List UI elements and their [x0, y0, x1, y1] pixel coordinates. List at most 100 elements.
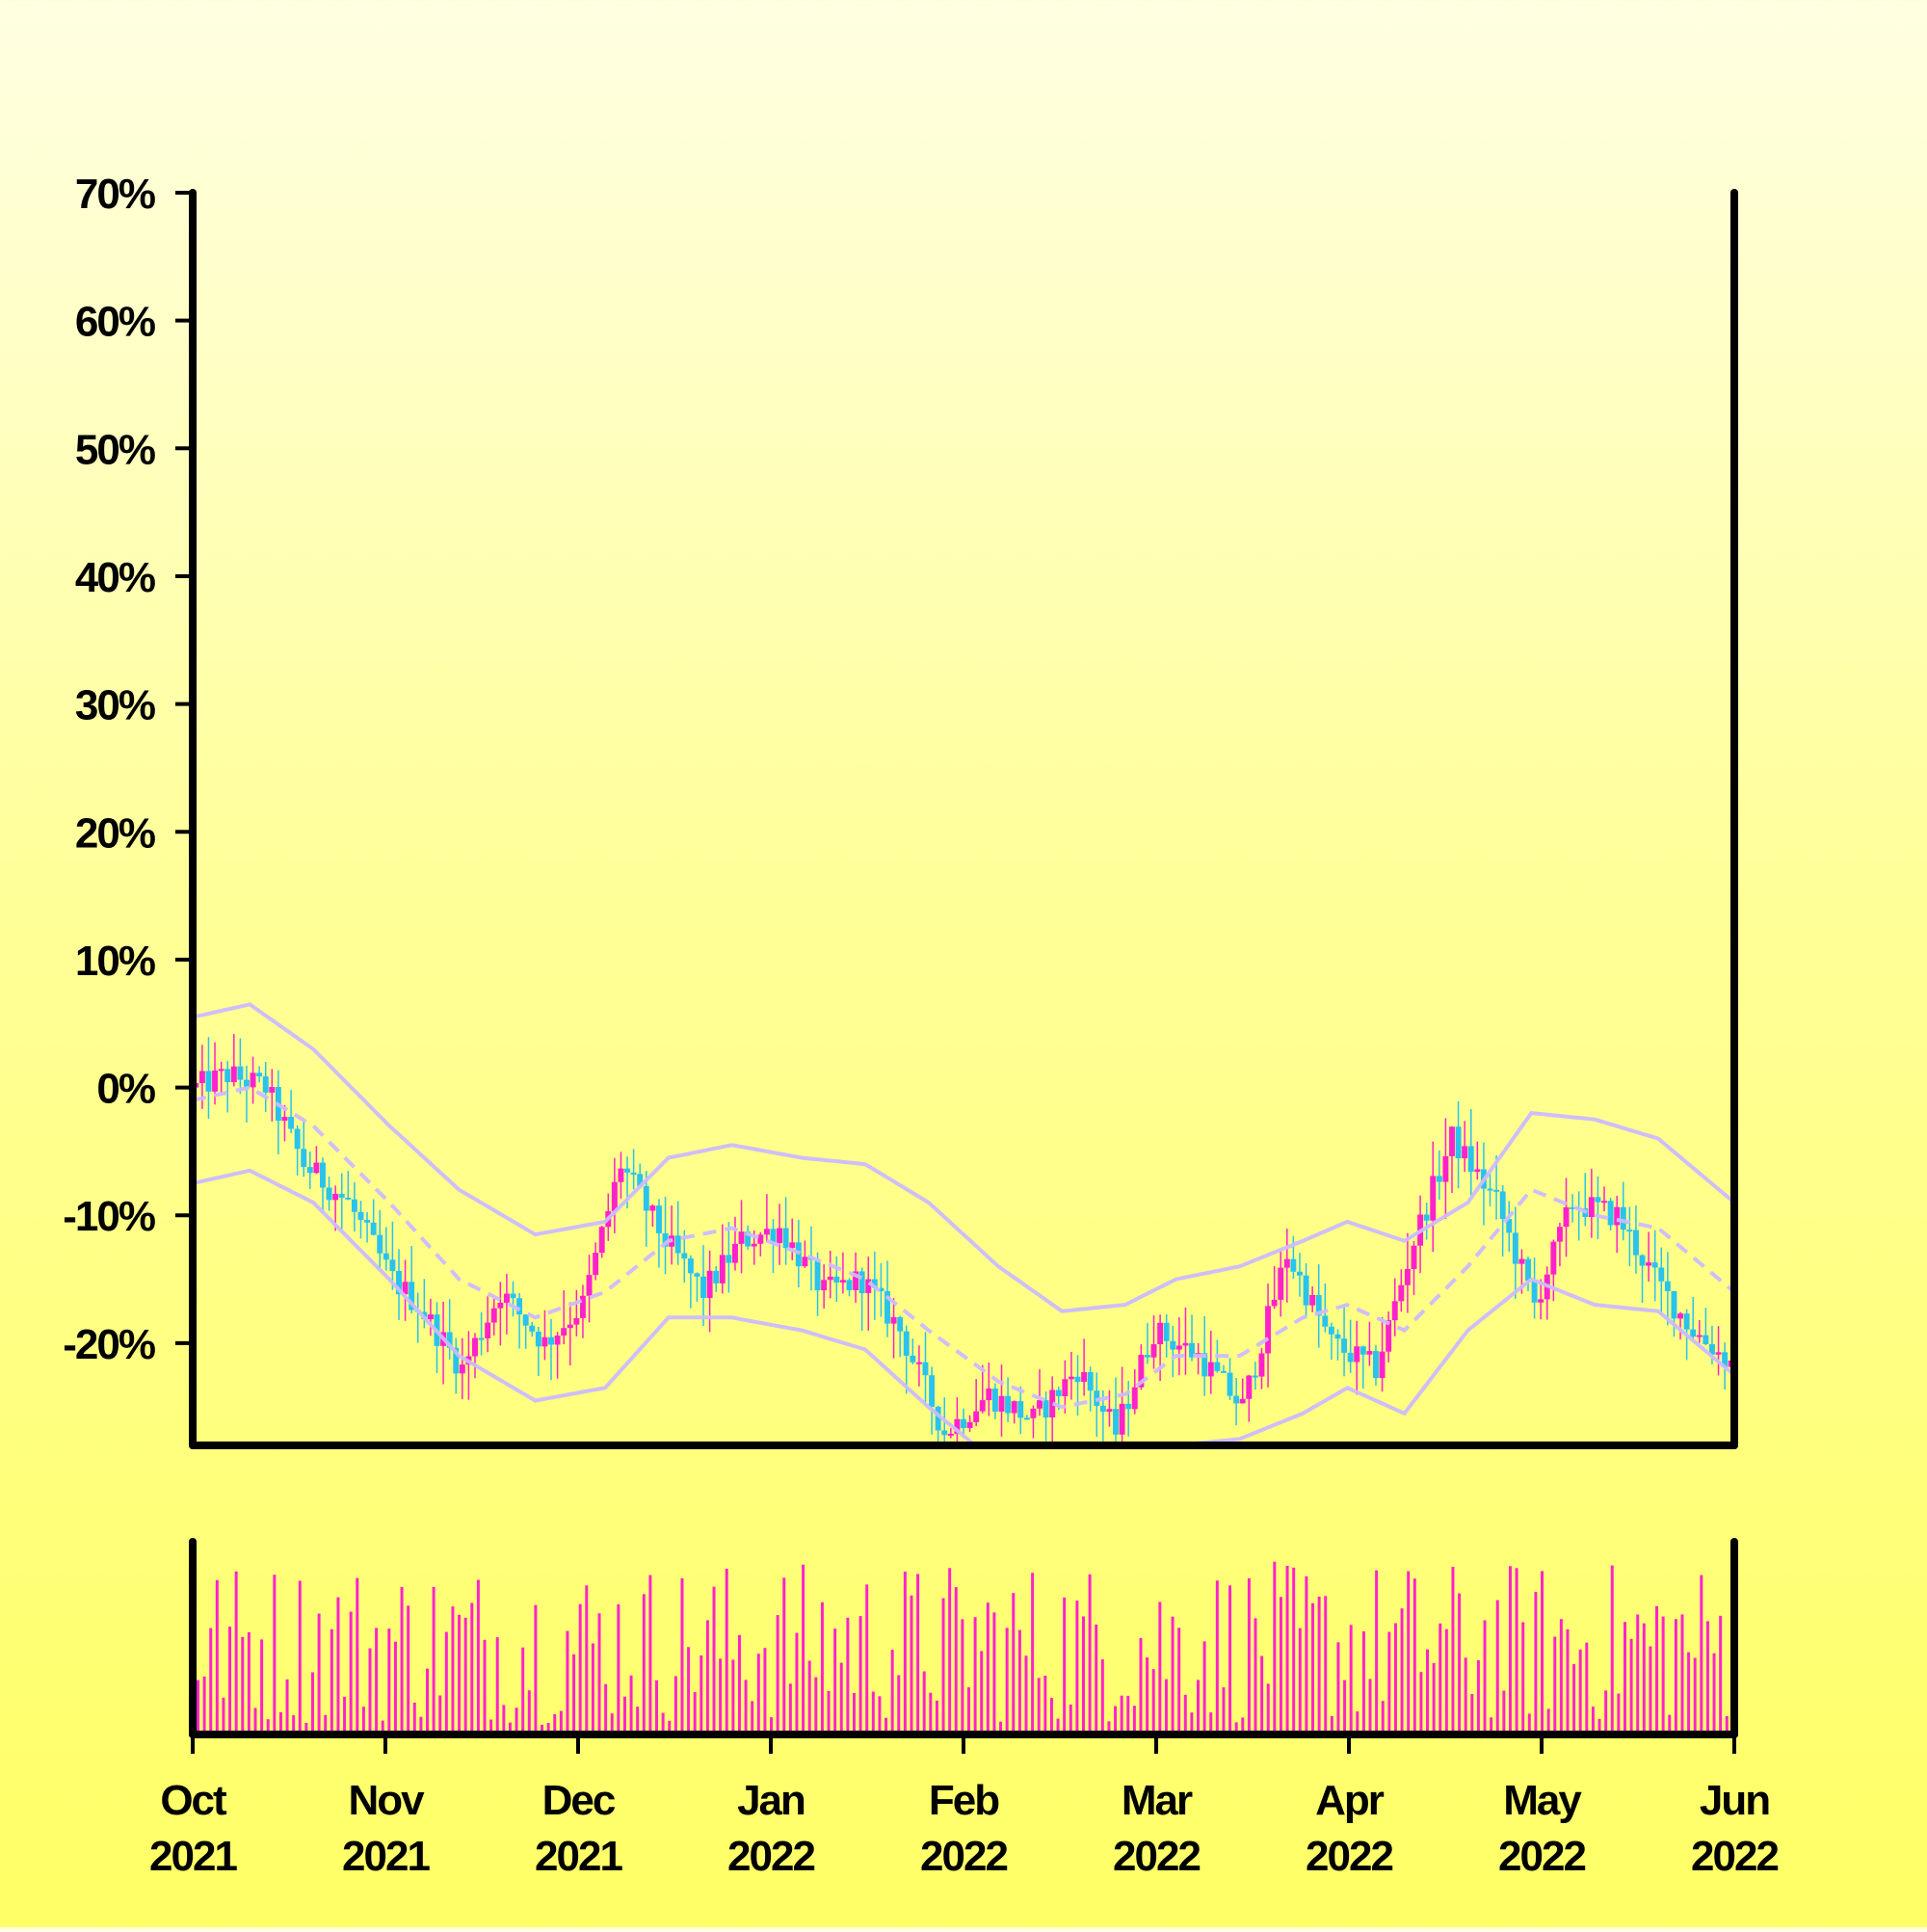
candle: [1246, 1374, 1253, 1422]
candle-body: [1373, 1351, 1379, 1379]
candle-body: [567, 1324, 573, 1329]
volume-bar: [330, 1628, 333, 1734]
volume-bar: [1215, 1580, 1219, 1734]
candle-body: [1347, 1352, 1354, 1363]
candle: [548, 1318, 554, 1381]
candle-body: [1570, 1206, 1576, 1209]
candle: [396, 1249, 402, 1321]
candle-body: [1081, 1371, 1088, 1383]
candle: [1436, 1150, 1442, 1201]
candle-body: [1506, 1219, 1513, 1233]
volume-bar: [890, 1650, 894, 1734]
candle: [1303, 1262, 1309, 1318]
candle: [1043, 1391, 1049, 1442]
candle: [865, 1257, 872, 1331]
volume-bar: [1069, 1704, 1072, 1734]
volume-bar: [1088, 1574, 1092, 1734]
x-tick-year-label: 2021: [149, 1833, 237, 1880]
volume-bar: [1578, 1649, 1582, 1734]
volume-bar: [1049, 1698, 1053, 1734]
candle: [853, 1252, 859, 1303]
candle: [1265, 1284, 1272, 1388]
volume-bar: [1649, 1646, 1652, 1734]
candle-body: [396, 1271, 402, 1295]
candle-body: [941, 1430, 948, 1436]
volume-bar: [247, 1631, 251, 1734]
candle-body: [1278, 1267, 1284, 1300]
volume-bar: [1330, 1715, 1333, 1734]
candle-body: [320, 1162, 326, 1188]
x-tick-month-label: Feb: [929, 1777, 999, 1824]
volume-bar: [444, 1631, 448, 1734]
candle-body: [269, 1087, 276, 1093]
volume-bar: [317, 1613, 321, 1734]
volume-bar: [1623, 1622, 1626, 1734]
candle-body: [1106, 1409, 1113, 1413]
candle: [1423, 1203, 1430, 1240]
candle-body: [1359, 1346, 1366, 1355]
volume-bar: [871, 1691, 875, 1734]
candle: [561, 1290, 568, 1345]
volume-bar: [655, 1680, 659, 1734]
y-tick-label: 10%: [75, 938, 155, 985]
candle-body: [205, 1071, 212, 1092]
candle-body: [827, 1276, 833, 1281]
candle: [1449, 1125, 1455, 1194]
x-tick-year-label: 2022: [1498, 1833, 1585, 1880]
volume-bar: [1629, 1638, 1633, 1734]
candle-body: [383, 1253, 389, 1260]
candle: [700, 1245, 707, 1327]
candle: [1271, 1265, 1278, 1310]
volume-bar: [502, 1705, 506, 1734]
volume-bar: [1412, 1578, 1416, 1734]
volume-bar: [546, 1722, 550, 1734]
candle-body: [935, 1406, 941, 1431]
candle-body: [687, 1258, 694, 1274]
candle: [1430, 1141, 1437, 1253]
candle-body: [1334, 1334, 1341, 1339]
candle: [1632, 1205, 1639, 1274]
y-tick-label: 50%: [75, 426, 155, 473]
candle-body: [1467, 1146, 1474, 1173]
candle: [757, 1231, 764, 1257]
volume-bar: [292, 1715, 296, 1734]
candle: [966, 1415, 973, 1433]
volume-bar: [756, 1654, 760, 1734]
candle-body: [1258, 1353, 1265, 1377]
candle-body: [503, 1293, 510, 1303]
candle-body: [1297, 1271, 1303, 1276]
volume-bar: [343, 1696, 347, 1734]
candle: [313, 1146, 320, 1175]
volume-bar: [807, 1660, 811, 1734]
volume-bar: [541, 1724, 543, 1734]
candle-body: [1157, 1322, 1164, 1344]
candle-body: [198, 1071, 205, 1084]
volume-bar: [788, 1683, 792, 1734]
candle: [459, 1337, 465, 1400]
candle-body: [751, 1243, 757, 1247]
volume-bar: [1400, 1608, 1404, 1734]
candle: [1227, 1358, 1233, 1400]
candle: [1411, 1241, 1417, 1295]
x-tick-month-label: Nov: [348, 1777, 425, 1824]
volume-bar: [1451, 1567, 1455, 1734]
candle: [1023, 1415, 1030, 1420]
volume-bar: [1247, 1578, 1251, 1734]
x-axis-ticks: Oct 2021 Nov 2021 Dec 2021 Jan 2022 Feb 2022 Mar 20…: [149, 1734, 1780, 1880]
volume-bar: [858, 1616, 862, 1734]
x-tick-year-label: 2022: [920, 1833, 1007, 1880]
candle: [567, 1302, 573, 1365]
candle-body: [1632, 1230, 1639, 1256]
candle-body: [535, 1331, 541, 1347]
volume-bar: [770, 1717, 774, 1734]
candle: [510, 1281, 516, 1317]
candle-body: [586, 1275, 593, 1296]
volume-bar: [648, 1575, 652, 1734]
candle-body: [256, 1072, 263, 1077]
candle-body: [1068, 1376, 1074, 1380]
volume-bar: [495, 1637, 499, 1734]
candle: [485, 1296, 491, 1353]
candle: [789, 1218, 796, 1260]
candle: [1239, 1378, 1246, 1404]
candle-body: [1271, 1299, 1278, 1307]
